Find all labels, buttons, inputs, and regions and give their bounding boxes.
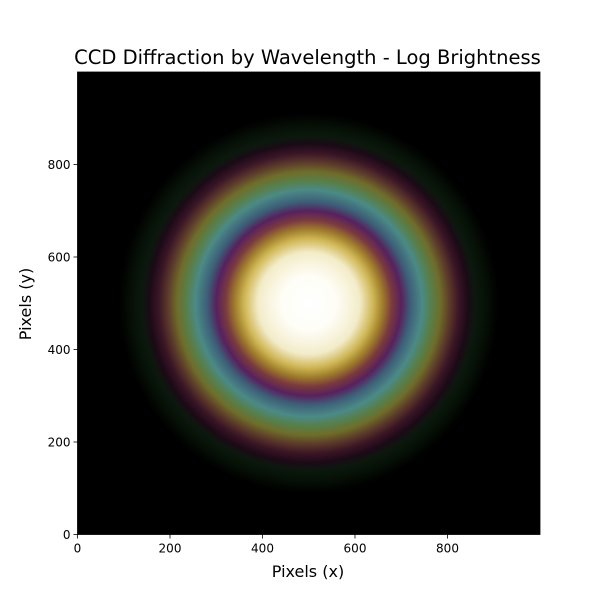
y-tick-label: 800 — [48, 158, 71, 172]
x-tick-label: 0 — [74, 542, 82, 556]
y-tick-label: 0 — [63, 528, 71, 542]
x-tick-label: 200 — [159, 542, 182, 556]
x-tick-label: 600 — [344, 542, 367, 556]
plot-frame — [77, 71, 541, 535]
x-axis: 0 200 400 600 800 — [74, 534, 459, 556]
y-tick-label: 400 — [48, 343, 71, 357]
y-tick-label: 600 — [48, 251, 71, 265]
x-tick-label: 800 — [436, 542, 459, 556]
y-axis: 0 200 400 600 800 — [48, 158, 78, 542]
chart-title: CCD Diffraction by Wavelength - Log Brig… — [74, 46, 541, 69]
x-axis-label: Pixels (x) — [272, 562, 344, 581]
plot-area — [77, 71, 541, 535]
x-tick-label: 400 — [251, 542, 274, 556]
diffraction-intensity-field — [77, 72, 540, 535]
y-axis-label: Pixels (y) — [16, 268, 35, 340]
y-tick-label: 200 — [48, 436, 71, 450]
